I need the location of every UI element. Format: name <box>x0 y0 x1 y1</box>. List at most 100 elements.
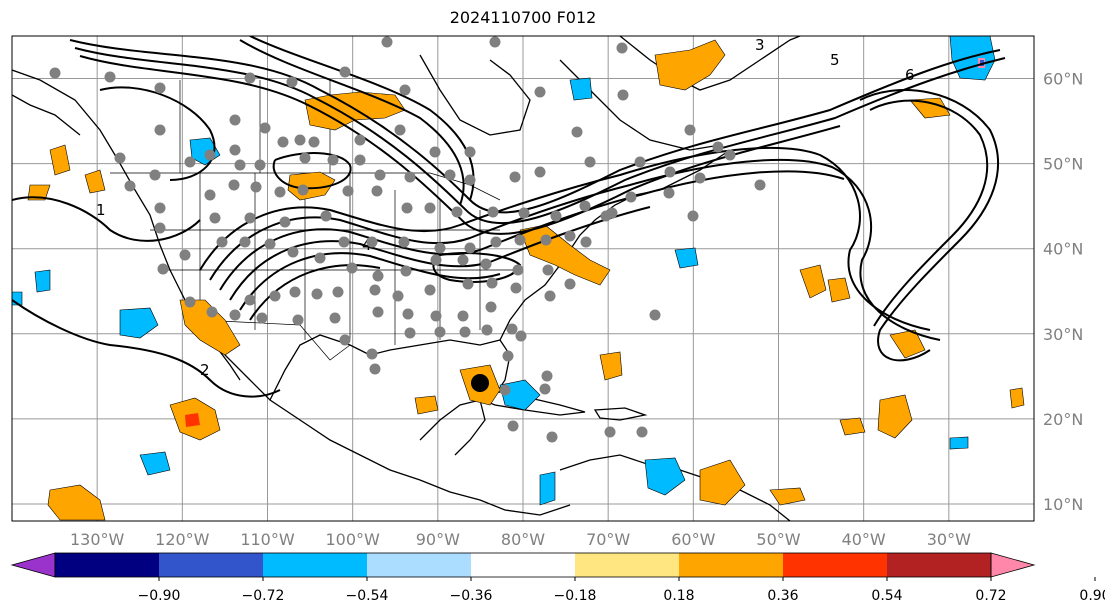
colorbar-tick-label: −0.36 <box>450 588 493 604</box>
contour-label-group: 1 2 3 4 5 6 <box>96 36 915 379</box>
colorbar-segment <box>575 553 679 577</box>
station-marker <box>339 334 351 346</box>
station-marker <box>294 134 306 146</box>
colorbar-outline <box>54 552 992 578</box>
lat-tick-label: 40°N <box>1043 240 1083 259</box>
station-marker <box>354 134 366 146</box>
station-marker <box>299 152 311 164</box>
station-marker <box>244 72 256 84</box>
station-marker <box>430 310 442 322</box>
lon-tick-label: 40°W <box>842 530 886 549</box>
station-marker <box>308 136 320 148</box>
station-marker <box>580 236 592 248</box>
colorbar-segment <box>783 553 887 577</box>
station-marker <box>269 290 281 302</box>
colorbar <box>10 552 1036 578</box>
station-marker <box>381 36 393 48</box>
station-marker <box>649 309 661 321</box>
station-marker <box>509 171 521 183</box>
station-marker <box>369 363 381 375</box>
station-marker <box>114 152 126 164</box>
colorbar-segment <box>471 553 575 577</box>
station-marker <box>372 306 384 318</box>
station-marker <box>314 252 326 264</box>
station-marker <box>451 206 463 218</box>
station-marker <box>157 263 169 275</box>
longitude-labels: 130°W 120°W 110°W 100°W 90°W 80°W 70°W 60°W 50°W… <box>70 530 971 549</box>
lon-tick-label: 120°W <box>155 530 210 549</box>
station-marker <box>404 327 416 339</box>
station-marker <box>154 82 166 94</box>
station-marker <box>464 174 476 186</box>
station-marker <box>512 264 524 276</box>
colorbar-segment <box>55 553 159 577</box>
colorbar-tick-label: −0.18 <box>554 588 597 604</box>
colorbar-segment <box>263 553 367 577</box>
station-marker <box>664 166 676 178</box>
station-marker <box>149 169 161 181</box>
contour-label-2: 2 <box>200 361 210 379</box>
hudson-bay <box>419 54 531 136</box>
station-marker <box>480 258 492 270</box>
station-marker <box>154 222 166 234</box>
station-marker <box>462 278 474 290</box>
station-marker <box>366 236 378 248</box>
contour-label-5: 5 <box>830 51 840 69</box>
station-marker <box>404 171 416 183</box>
storm-center-marker <box>471 374 489 392</box>
station-marker <box>400 265 412 277</box>
station-marker <box>464 146 476 158</box>
station-marker <box>292 314 304 326</box>
station-marker <box>636 426 648 438</box>
station-marker <box>430 254 442 266</box>
station-marker <box>434 326 446 338</box>
station-marker <box>457 310 469 322</box>
station-marker <box>457 254 469 266</box>
lon-tick-label: 70°W <box>586 530 630 549</box>
lat-tick-label: 10°N <box>1043 495 1083 514</box>
station-marker <box>338 236 350 248</box>
colorbar-segment <box>679 553 783 577</box>
hispaniola <box>593 407 648 421</box>
map-title: 2024110700 F012 <box>449 8 597 27</box>
latitude-labels: 60°N 50°N 40°N 30°N 20°N 10°N <box>1043 70 1083 514</box>
contour-label-1: 1 <box>96 201 106 219</box>
station-marker <box>228 179 240 191</box>
station-marker <box>542 264 554 276</box>
station-marker <box>184 156 196 168</box>
station-marker <box>616 42 628 54</box>
station-marker <box>234 159 246 171</box>
north-america-west-coast <box>12 69 571 516</box>
colorbar-tick-label: 0.90 <box>1079 588 1105 604</box>
station-marker <box>204 149 216 161</box>
station-marker <box>289 286 301 298</box>
colorbar-tick-label: −0.72 <box>242 588 285 604</box>
station-marker <box>154 124 166 136</box>
station-marker <box>254 159 266 171</box>
station-marker <box>634 156 646 168</box>
station-marker <box>684 124 696 136</box>
station-marker <box>327 154 339 166</box>
station-marker <box>571 126 583 138</box>
station-marker <box>712 141 724 153</box>
station-marker <box>256 312 268 324</box>
station-marker <box>584 156 596 168</box>
colorbar-tick-label: 0.36 <box>767 588 798 604</box>
greenland <box>619 36 801 91</box>
station-marker <box>374 169 386 181</box>
colorbar-tick-label: −0.54 <box>346 588 389 604</box>
station-marker <box>104 71 116 83</box>
station-marker <box>550 210 562 222</box>
station-marker <box>216 236 228 248</box>
colorbar-tick-label: 0.54 <box>871 588 902 604</box>
station-marker <box>534 86 546 98</box>
lon-tick-label: 100°W <box>325 530 380 549</box>
station-marker <box>332 286 344 298</box>
station-marker <box>329 312 341 324</box>
station-marker <box>204 189 216 201</box>
contour-label-3: 3 <box>755 36 765 54</box>
lat-tick-label: 20°N <box>1043 410 1083 429</box>
colorbar-tick-label: 0.72 <box>975 588 1006 604</box>
contour-label-4: 4 <box>362 236 372 254</box>
station-marker <box>339 66 351 78</box>
